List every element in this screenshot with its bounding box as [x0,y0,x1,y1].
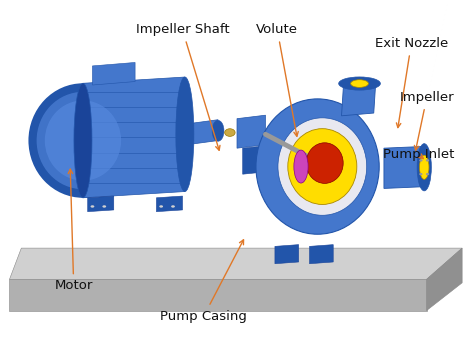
Ellipse shape [171,205,175,208]
Ellipse shape [212,120,224,141]
Ellipse shape [159,205,163,208]
Text: Motor: Motor [55,169,93,292]
Ellipse shape [338,77,380,90]
Text: Impeller: Impeller [400,91,454,150]
Ellipse shape [36,92,129,189]
Ellipse shape [426,159,429,162]
Ellipse shape [45,101,121,180]
Text: Exit Nozzle: Exit Nozzle [374,37,448,128]
Polygon shape [9,279,427,311]
Ellipse shape [278,118,367,215]
Ellipse shape [28,83,137,198]
Polygon shape [384,146,424,188]
Ellipse shape [91,205,94,208]
Polygon shape [88,196,114,212]
Ellipse shape [426,173,429,175]
Text: Impeller Shaft: Impeller Shaft [136,24,229,150]
Polygon shape [275,245,299,264]
Polygon shape [83,77,185,198]
Polygon shape [187,120,218,145]
Ellipse shape [419,155,429,179]
Text: Pump Casing: Pump Casing [160,240,247,322]
Ellipse shape [306,143,343,183]
Ellipse shape [417,144,431,191]
Text: Pump Inlet: Pump Inlet [383,148,454,161]
Text: Volute: Volute [256,24,298,136]
Ellipse shape [419,159,422,162]
Polygon shape [92,62,135,85]
Polygon shape [9,248,462,279]
Polygon shape [156,196,182,212]
Polygon shape [427,248,462,311]
Ellipse shape [351,80,368,87]
Polygon shape [243,146,260,174]
Ellipse shape [225,129,235,136]
Ellipse shape [419,173,422,175]
Polygon shape [237,115,265,148]
Ellipse shape [102,205,106,208]
Polygon shape [341,84,375,116]
Ellipse shape [294,150,308,183]
Ellipse shape [176,77,194,192]
Polygon shape [310,245,333,264]
Ellipse shape [256,99,379,234]
Ellipse shape [74,83,92,198]
Ellipse shape [288,129,357,204]
